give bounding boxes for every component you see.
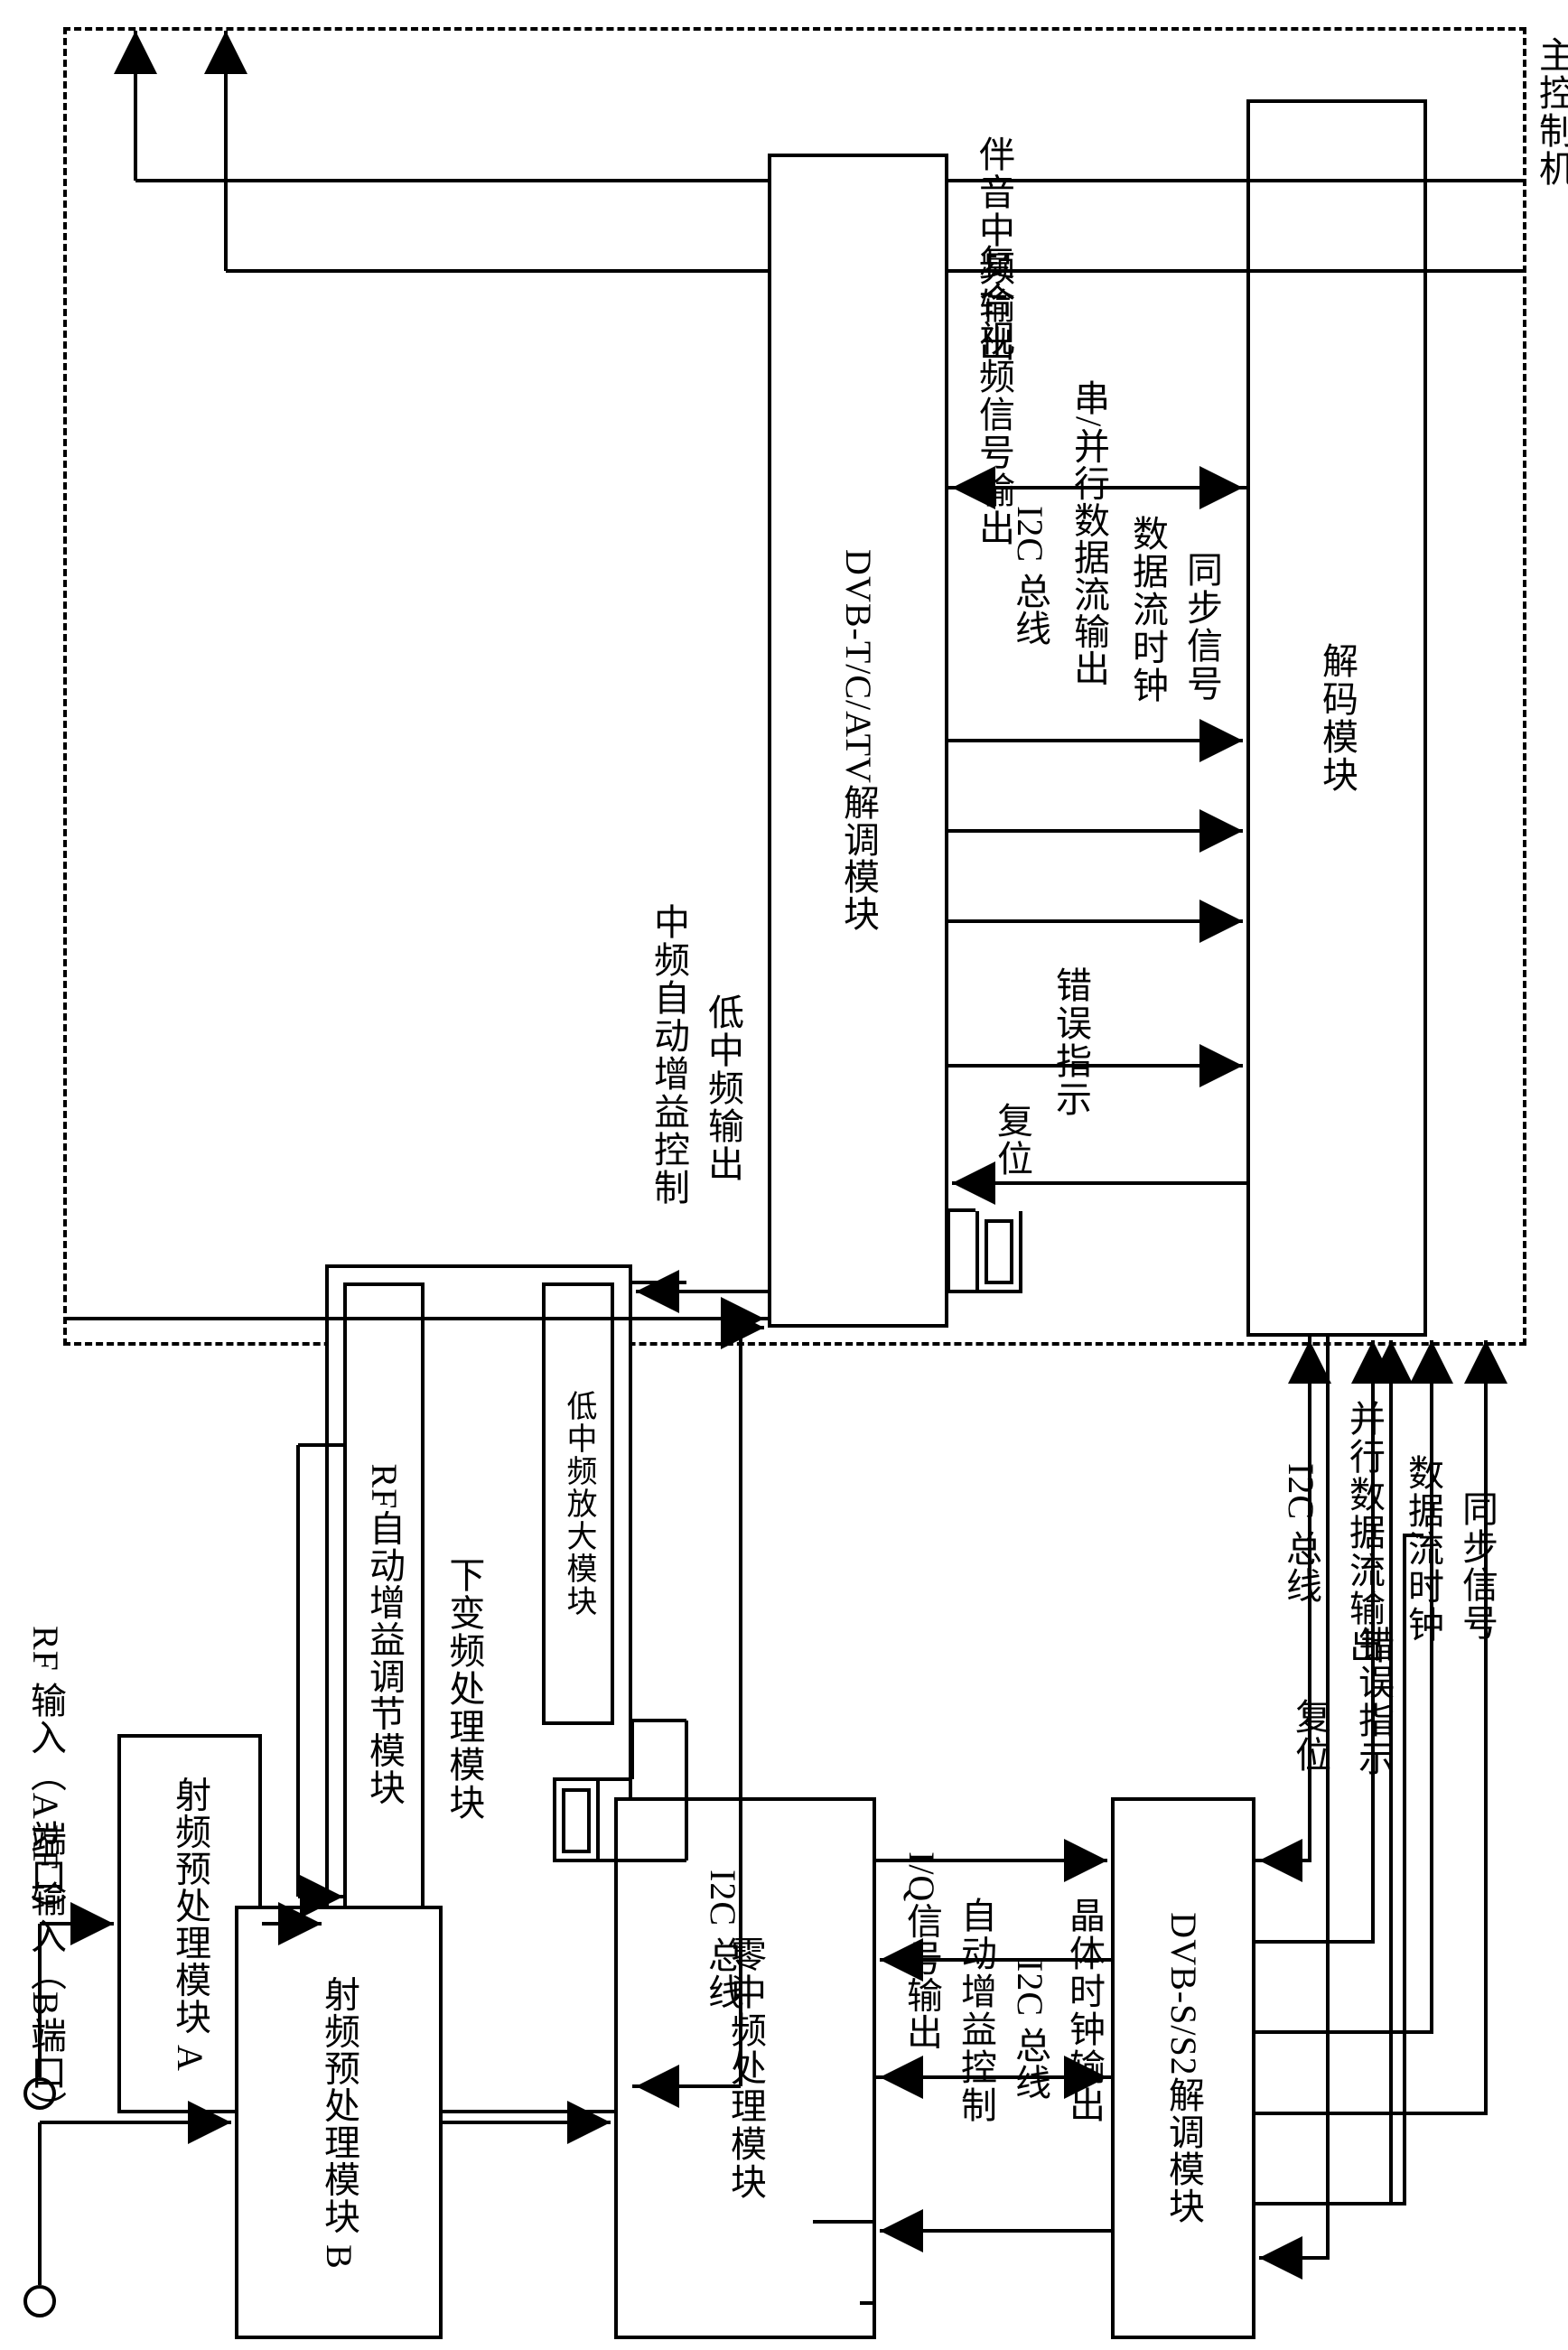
wiring-svg bbox=[0, 0, 1568, 2350]
